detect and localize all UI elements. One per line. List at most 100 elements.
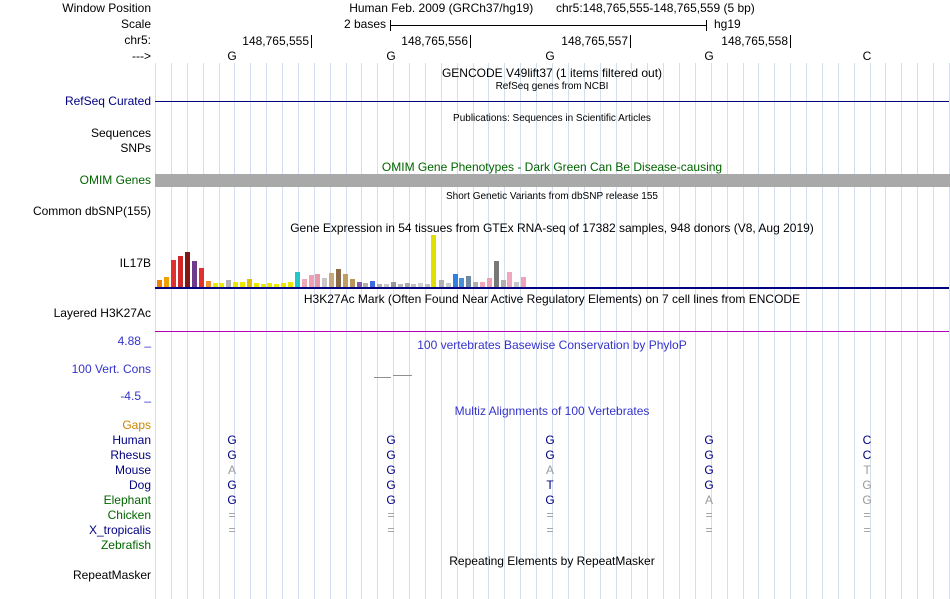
gtex-bar[interactable] [446,283,451,287]
gtex-bar[interactable] [267,283,272,287]
species-label-elephant[interactable]: Elephant [103,493,151,507]
ruler-tick-label: 148,765,555 [242,34,309,48]
h3k27ac-title: H3K27Ac Mark (Often Found Near Active Re… [303,292,801,306]
gtex-bar[interactable] [219,283,224,287]
gtex-bar[interactable] [514,282,519,287]
gtex-bar[interactable] [288,282,293,287]
alignment-base: G [704,433,714,447]
gtex-bar[interactable] [199,268,204,287]
gtex-baseline[interactable] [155,287,949,289]
gtex-bar[interactable] [295,272,300,287]
gtex-bar[interactable] [521,277,526,287]
gtex-bar[interactable] [206,281,211,287]
gtex-bar[interactable] [309,275,314,287]
omim-title: OMIM Gene Phenotypes - Dark Green Can Be… [381,160,723,174]
alignment-base: = [228,508,236,522]
gtex-bar[interactable] [247,279,252,287]
gtex-bar[interactable] [315,274,320,287]
species-label-dog[interactable]: Dog [128,478,151,492]
genome-label: hg19 [714,17,741,31]
phylop-baseline-dash[interactable] [393,375,412,376]
phylop-baseline-dash[interactable] [374,377,391,378]
gtex-bar[interactable] [226,280,231,287]
gtex-bar[interactable] [494,261,499,287]
species-label-mouse[interactable]: Mouse [114,463,151,477]
track-label-il17b[interactable]: IL17B [119,256,151,270]
track-label-sequences[interactable]: Sequences [90,126,151,140]
gtex-bar[interactable] [501,280,506,287]
gtex-bar[interactable] [233,282,238,287]
gtex-bar[interactable] [384,284,389,287]
alignment-base: A [545,463,555,477]
track-label-refseq[interactable]: RefSeq Curated [64,94,151,108]
alignment-base: G [227,433,237,447]
track-label-gaps[interactable]: Gaps [122,418,151,432]
species-label-human[interactable]: Human [112,433,151,447]
alignment-base: G [862,493,872,507]
alignment-base: C [862,433,872,447]
assembly-text: Human Feb. 2009 (GRCh37/hg19) [349,1,534,15]
gtex-bar[interactable] [343,274,348,287]
gtex-bar[interactable] [431,235,436,287]
track-label-h3k27ac[interactable]: Layered H3K27Ac [53,306,151,320]
gtex-bar[interactable] [398,284,403,287]
gtex-bar[interactable] [363,283,368,287]
gtex-bar[interactable] [254,283,259,287]
base-letter: G [704,49,714,63]
alignment-base: G [386,433,396,447]
track-label-snps[interactable]: SNPs [120,141,151,155]
gtex-bar[interactable] [507,272,512,287]
gtex-bar[interactable] [322,278,327,287]
gtex-bar[interactable] [411,284,416,287]
alignment-base: A [704,493,714,507]
gtex-bar[interactable] [329,273,334,287]
gtex-bar[interactable] [192,261,197,287]
track-label-cons[interactable]: 100 Vert. Cons [71,362,151,376]
gtex-bar[interactable] [171,260,176,287]
position-header: Human Feb. 2009 (GRCh37/hg19) chr5:148,7… [155,1,949,15]
gtex-bar[interactable] [439,280,444,287]
gtex-bar[interactable] [213,283,218,287]
species-label-zebrafish[interactable]: Zebrafish [100,538,151,552]
gtex-bar[interactable] [336,269,341,287]
alignment-base: G [386,493,396,507]
alignment-base: G [704,463,714,477]
cons-max-value: 4.88 _ [117,334,151,348]
gtex-bar[interactable] [302,279,307,287]
species-label-x_tropicalis[interactable]: X_tropicalis [88,523,151,537]
gtex-bar[interactable] [418,283,423,287]
gtex-bar[interactable] [370,281,375,287]
gtex-bar[interactable] [473,282,478,287]
gtex-bar[interactable] [357,282,362,287]
alignment-base: G [227,448,237,462]
refseq-track-line[interactable] [155,101,949,102]
scale-bar-right-tick [706,20,707,31]
gtex-bar[interactable] [178,256,183,287]
omim-track-bar[interactable] [155,174,950,187]
gtex-bar[interactable] [466,276,471,287]
species-label-chicken[interactable]: Chicken [107,508,151,522]
track-label-dbsnp[interactable]: Common dbSNP(155) [32,204,151,218]
gtex-bar[interactable] [281,283,286,287]
gtex-bar[interactable] [459,278,464,287]
track-label-repeatmasker[interactable]: RepeatMasker [72,568,151,582]
ruler-tick-label: 148,765,557 [561,34,628,48]
track-label-omim[interactable]: OMIM Genes [79,173,151,187]
gtex-bar[interactable] [185,252,190,287]
gtex-bar[interactable] [240,282,245,287]
gtex-bar[interactable] [261,284,266,287]
gtex-bar[interactable] [164,277,169,287]
gtex-bar[interactable] [157,280,162,287]
gtex-bar[interactable] [391,282,396,287]
gtex-bar[interactable] [377,284,382,287]
gtex-bar[interactable] [425,284,430,287]
species-label-rhesus[interactable]: Rhesus [110,448,151,462]
gtex-bar[interactable] [487,278,492,287]
gtex-bar[interactable] [405,283,410,287]
gtex-bar[interactable] [453,274,458,287]
gtex-bar[interactable] [480,282,485,287]
chrom-label: chr5: [124,33,151,47]
gtex-bar[interactable] [350,279,355,287]
h3k27ac-track-line[interactable] [155,331,949,332]
gtex-bar[interactable] [274,284,279,287]
